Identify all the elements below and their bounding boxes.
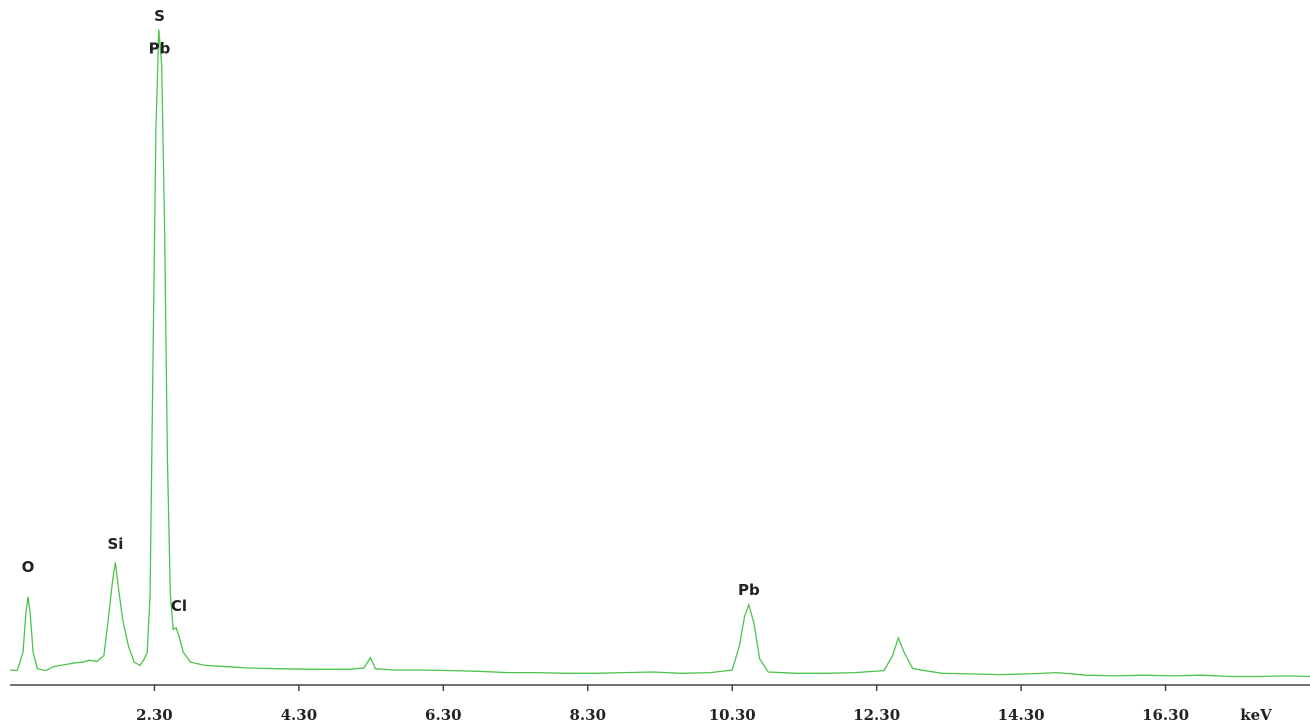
- spectrum-line: [9, 29, 1310, 678]
- x-tick-label: 12.30: [853, 706, 900, 724]
- x-tick-label: 16.30: [1142, 706, 1189, 724]
- peak-label: Cl: [171, 597, 187, 615]
- x-tick-label: 8.30: [570, 706, 607, 724]
- peak-label: Pb: [149, 39, 171, 57]
- x-tick-label: 2.30: [136, 706, 173, 724]
- x-tick-label: 4.30: [281, 706, 318, 724]
- x-tick-label: 14.30: [998, 706, 1045, 724]
- peak-label: Pb: [738, 581, 760, 599]
- peak-label: O: [22, 558, 35, 576]
- x-axis-label: keV: [1240, 706, 1272, 724]
- x-tick-label: 6.30: [425, 706, 462, 724]
- peak-label: S: [154, 7, 165, 25]
- x-tick-label: 10.30: [709, 706, 756, 724]
- peak-label: Si: [107, 535, 123, 553]
